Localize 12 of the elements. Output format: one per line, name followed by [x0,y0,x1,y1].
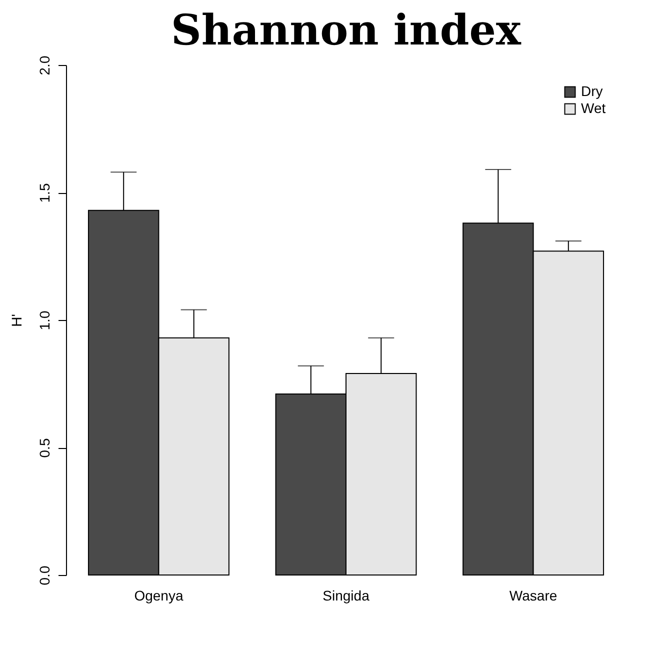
chart-title: Shannon index [171,5,522,54]
y-tick-label: 1.0 [36,310,52,330]
y-axis-title: H' [8,314,24,327]
legend-label: Dry [581,83,603,99]
y-tick-label: 2.0 [36,56,52,76]
x-tick-label: Singida [322,588,370,604]
y-tick-label: 1.5 [36,183,52,203]
y-tick-label: 0.0 [36,566,52,586]
x-tick-label: Ogenya [134,588,184,604]
legend-label: Wet [581,100,606,116]
x-tick-label: Wasare [509,588,558,604]
y-tick-label: 0.5 [36,438,52,458]
